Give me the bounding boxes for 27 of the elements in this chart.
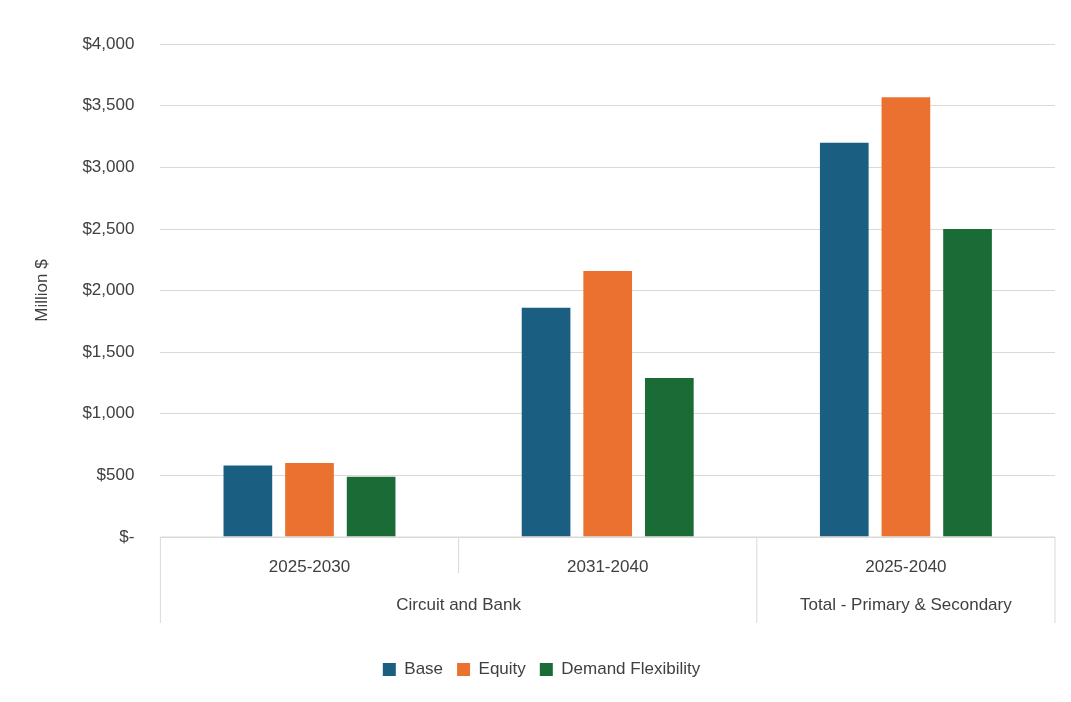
bar	[583, 270, 633, 537]
y-tick-label: $-	[119, 526, 135, 546]
x-tick-label: 2025-2030	[268, 556, 351, 576]
y-tick-label: $3,500	[82, 95, 135, 115]
bar	[346, 476, 396, 537]
bar	[644, 378, 694, 537]
bar	[223, 465, 273, 537]
bar	[521, 307, 571, 537]
bar	[943, 229, 992, 537]
legend-label: Demand Flexibility	[561, 659, 701, 679]
y-tick-label: $1,500	[82, 341, 135, 361]
text: Circuit and Bank	[396, 594, 522, 614]
y-axis-title: Million $	[31, 258, 51, 322]
legend-label: Base	[404, 659, 444, 679]
x-tick-label: 2025-2040	[865, 556, 947, 576]
y-tick-label: $2,500	[82, 218, 135, 238]
text: Total - Primary & Secondary	[800, 594, 1013, 614]
x-tick-label: 2031-2040	[567, 556, 649, 576]
legend-label: Equity	[478, 659, 527, 679]
y-tick-label: $4,000	[82, 33, 135, 53]
bar	[285, 463, 334, 537]
y-tick-label: $500	[96, 465, 135, 485]
y-tick-label: $1,000	[82, 403, 135, 423]
bar	[881, 97, 931, 537]
bar	[819, 142, 869, 537]
y-tick-label: $3,000	[82, 157, 135, 177]
y-tick-label: $2,000	[82, 280, 135, 300]
